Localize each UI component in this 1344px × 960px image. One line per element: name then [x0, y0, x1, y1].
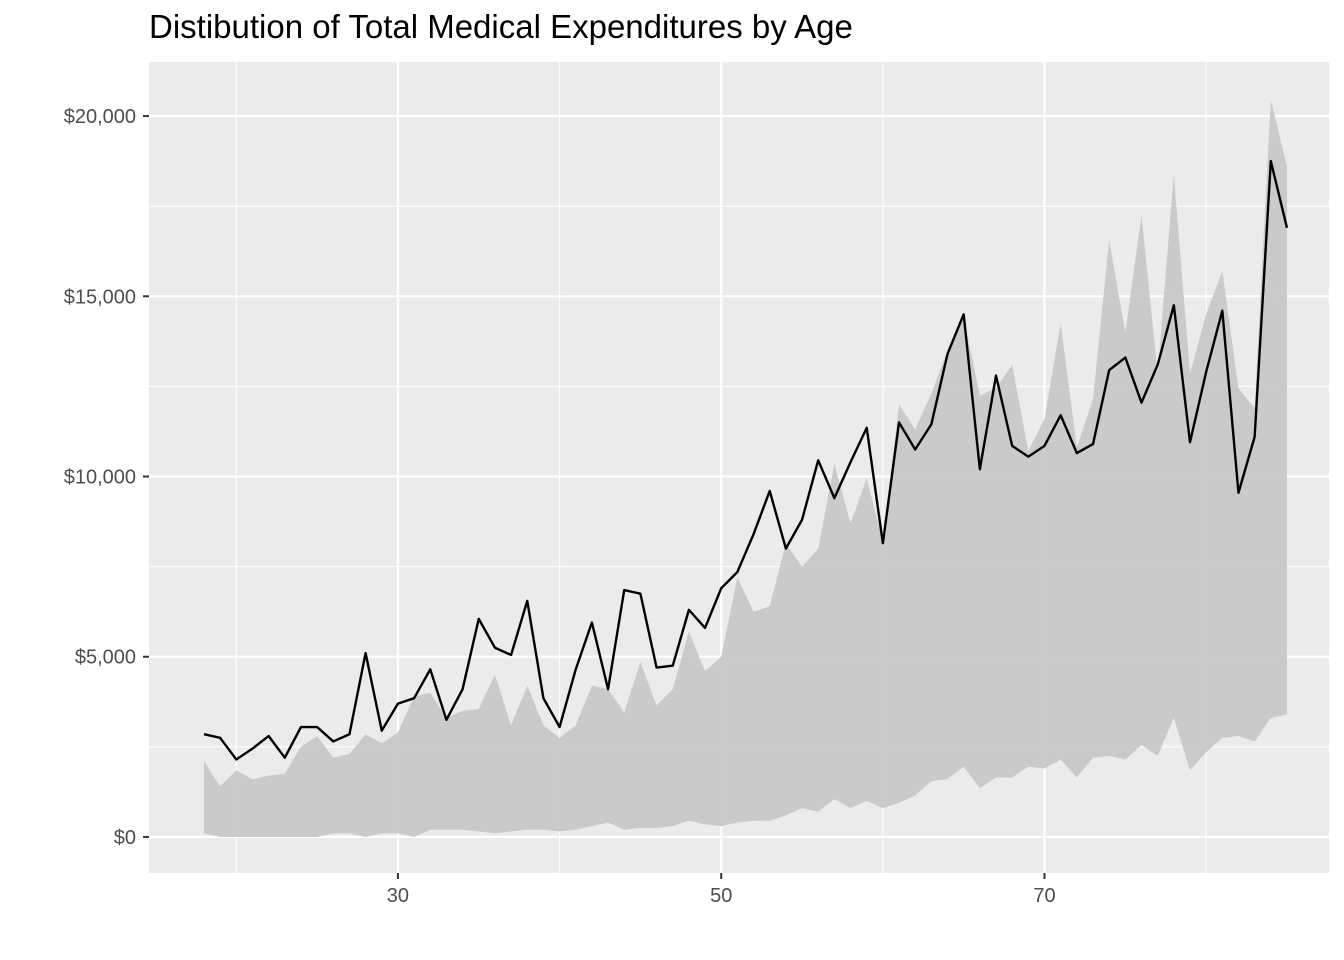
- x-tick-label: 50: [710, 885, 732, 907]
- chart-title: Distibution of Total Medical Expenditure…: [149, 8, 853, 45]
- ribbon-area: [203, 99, 1287, 837]
- y-tick-label: $5,000: [75, 647, 136, 669]
- mean-line: [203, 159, 1289, 761]
- x-tick-label: 70: [1033, 885, 1055, 907]
- axes: $0 $5,000 $10,000 $15,000 $20,000 30 50 70: [64, 106, 1056, 907]
- y-tick-label: $0: [114, 827, 136, 849]
- y-tick-label: $15,000: [64, 286, 136, 308]
- y-tick-label: $20,000: [64, 106, 136, 128]
- y-tick-label: $10,000: [64, 467, 136, 489]
- x-tick-label: 30: [387, 885, 409, 907]
- data-marks: [203, 99, 1289, 837]
